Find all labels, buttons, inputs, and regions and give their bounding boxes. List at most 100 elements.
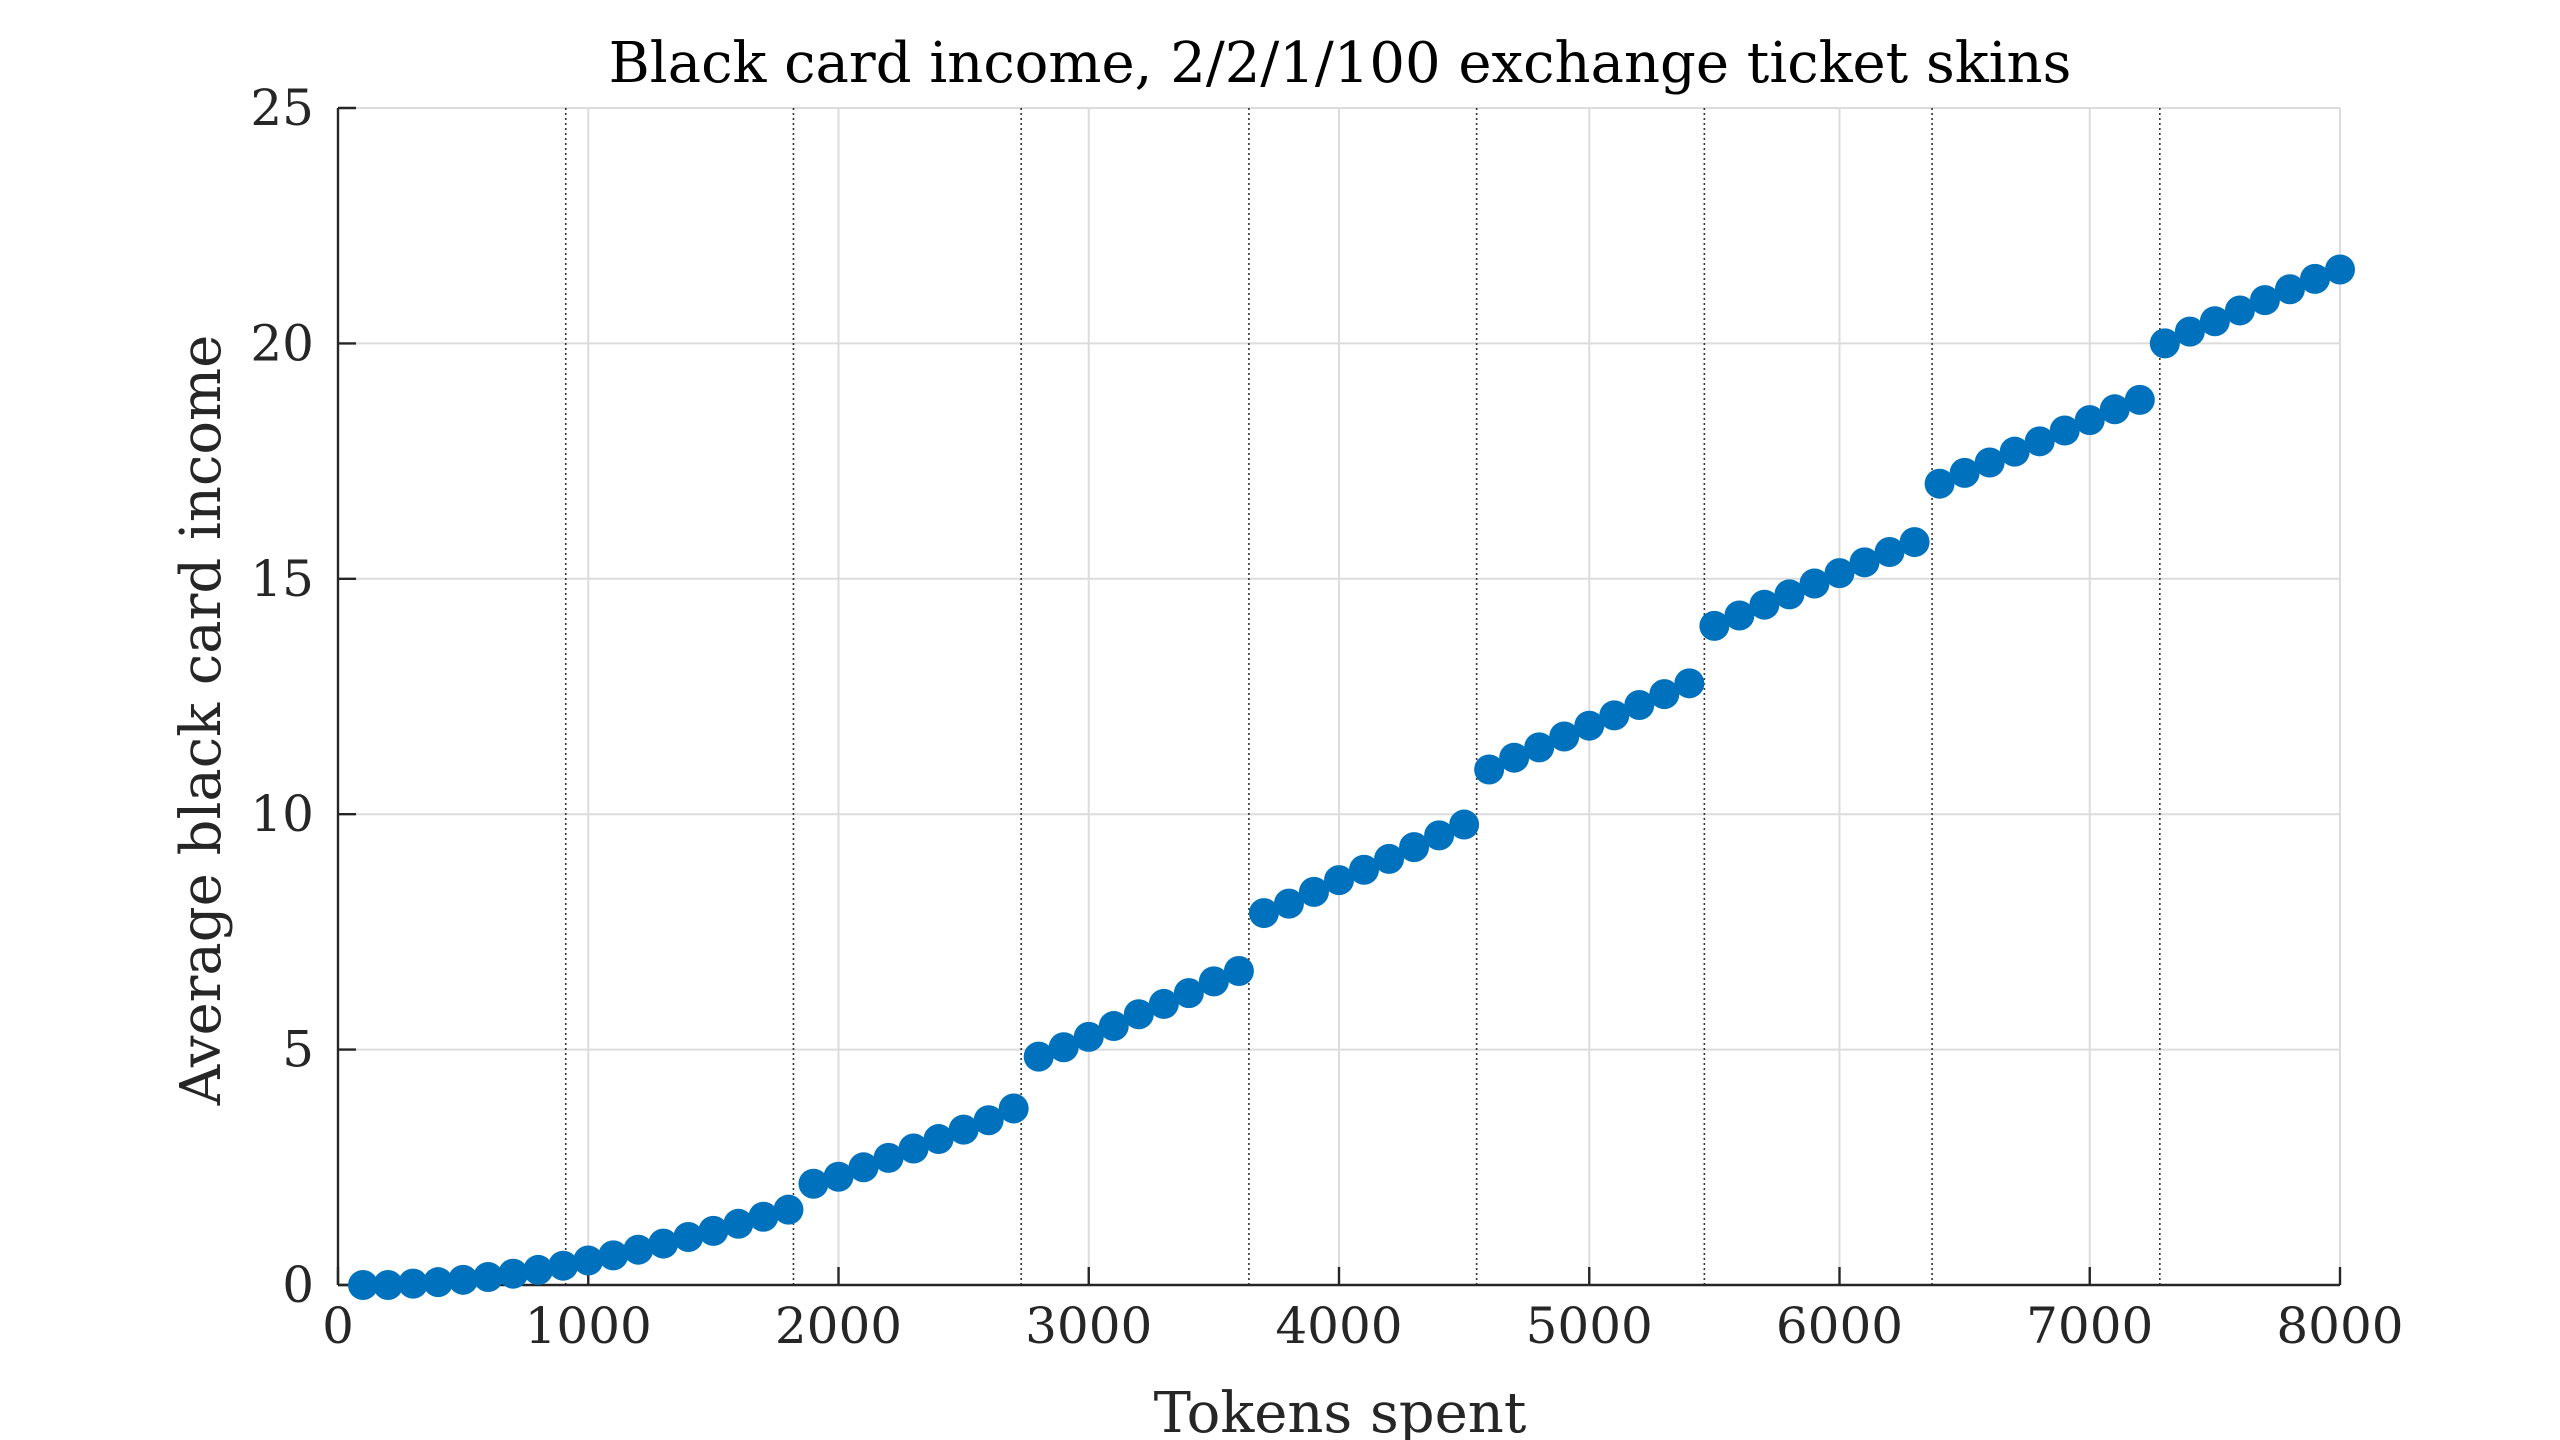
data-point bbox=[1524, 732, 1555, 763]
x-tick-label: 2000 bbox=[775, 1297, 902, 1355]
data-point bbox=[723, 1208, 754, 1239]
data-point bbox=[348, 1270, 379, 1300]
data-point bbox=[1424, 820, 1455, 851]
data-point bbox=[2049, 415, 2080, 446]
data-point bbox=[748, 1201, 779, 1232]
x-axis-title: Tokens spent bbox=[1154, 1381, 1527, 1440]
data-point bbox=[1023, 1041, 1054, 1072]
data-point bbox=[2174, 316, 2205, 347]
data-point bbox=[823, 1161, 854, 1192]
data-point bbox=[1849, 547, 1880, 578]
data-point bbox=[2149, 328, 2180, 359]
x-tick-label: 6000 bbox=[1776, 1297, 1903, 1355]
data-point bbox=[573, 1245, 604, 1276]
data-point bbox=[1349, 854, 1380, 885]
data-point bbox=[1273, 888, 1304, 919]
data-point bbox=[1649, 679, 1680, 710]
data-point bbox=[1674, 668, 1705, 699]
data-point bbox=[1949, 457, 1980, 488]
data-point bbox=[1399, 832, 1430, 863]
data-point bbox=[2099, 394, 2130, 425]
data-point bbox=[973, 1105, 1004, 1136]
y-tick-label: 5 bbox=[282, 1021, 314, 1079]
data-point bbox=[2074, 405, 2105, 436]
data-point bbox=[2325, 254, 2355, 285]
data-point bbox=[1223, 955, 1254, 986]
data-point bbox=[1999, 436, 2030, 467]
data-point bbox=[673, 1221, 704, 1252]
y-tick-label: 25 bbox=[250, 79, 314, 137]
data-point bbox=[1799, 568, 1830, 599]
data-point bbox=[1474, 754, 1505, 785]
chart-title: Black card income, 2/2/1/100 exchange ti… bbox=[609, 31, 2072, 96]
data-point bbox=[1148, 988, 1179, 1019]
data-point bbox=[2274, 274, 2305, 305]
data-point bbox=[1749, 589, 1780, 620]
data-point bbox=[598, 1240, 629, 1271]
data-point bbox=[2124, 384, 2155, 415]
data-points bbox=[348, 254, 2355, 1300]
data-point bbox=[1073, 1021, 1104, 1052]
data-point bbox=[898, 1133, 929, 1164]
data-point bbox=[2224, 295, 2255, 326]
x-tick-label: 0 bbox=[322, 1297, 354, 1355]
data-point bbox=[873, 1142, 904, 1173]
data-point bbox=[423, 1267, 454, 1298]
x-tick-label: 3000 bbox=[1025, 1297, 1152, 1355]
data-point bbox=[1724, 600, 1755, 631]
y-tick-label: 0 bbox=[282, 1256, 314, 1314]
data-point bbox=[1048, 1032, 1079, 1063]
data-point bbox=[1248, 898, 1279, 929]
data-point bbox=[623, 1234, 654, 1265]
data-point bbox=[1899, 527, 1930, 558]
data-point bbox=[2024, 426, 2055, 457]
x-tick-label: 7000 bbox=[2026, 1297, 2153, 1355]
data-point bbox=[948, 1114, 979, 1145]
data-point bbox=[2249, 285, 2280, 316]
data-point bbox=[1198, 966, 1229, 997]
data-point bbox=[1098, 1011, 1129, 1042]
data-point bbox=[548, 1250, 579, 1281]
ticks: 0 1000 2000 3000 4000 5000 6000 7000 8000 0 5 10 15 2… bbox=[250, 79, 2403, 1355]
reference-lines bbox=[564, 108, 2161, 1285]
data-point bbox=[2299, 263, 2330, 294]
data-point bbox=[1449, 809, 1480, 840]
x-tick-label: 4000 bbox=[1275, 1297, 1402, 1355]
x-tick-label: 5000 bbox=[1526, 1297, 1653, 1355]
y-tick-label: 20 bbox=[250, 314, 314, 372]
data-point bbox=[1874, 536, 1905, 567]
data-point bbox=[373, 1270, 404, 1300]
data-point bbox=[448, 1264, 479, 1295]
data-point bbox=[698, 1215, 729, 1246]
data-point bbox=[2199, 306, 2230, 337]
data-point bbox=[1374, 843, 1405, 874]
data-point bbox=[1624, 689, 1655, 720]
y-axis-title: Average black card income bbox=[169, 335, 234, 1107]
y-tick-label: 15 bbox=[250, 550, 314, 608]
data-point bbox=[1774, 579, 1805, 610]
data-point bbox=[648, 1228, 679, 1259]
data-point bbox=[473, 1261, 504, 1292]
data-point bbox=[848, 1152, 879, 1183]
data-point bbox=[1924, 468, 1955, 499]
data-point bbox=[1599, 700, 1630, 731]
x-tick-label: 8000 bbox=[2276, 1297, 2403, 1355]
grid bbox=[338, 107, 2341, 1285]
data-point bbox=[1298, 876, 1329, 907]
data-point bbox=[1173, 978, 1204, 1009]
data-point bbox=[1574, 710, 1605, 741]
data-point bbox=[1499, 742, 1530, 773]
data-point bbox=[523, 1254, 554, 1285]
data-point bbox=[1123, 999, 1154, 1030]
data-point bbox=[498, 1258, 529, 1289]
x-tick-label: 1000 bbox=[525, 1297, 652, 1355]
data-point bbox=[1699, 610, 1730, 641]
data-point bbox=[1824, 558, 1855, 589]
data-point bbox=[398, 1268, 429, 1299]
data-point bbox=[1324, 865, 1354, 896]
data-point bbox=[923, 1124, 954, 1155]
data-point bbox=[798, 1168, 829, 1199]
data-point bbox=[773, 1194, 804, 1225]
data-point bbox=[1549, 721, 1580, 752]
